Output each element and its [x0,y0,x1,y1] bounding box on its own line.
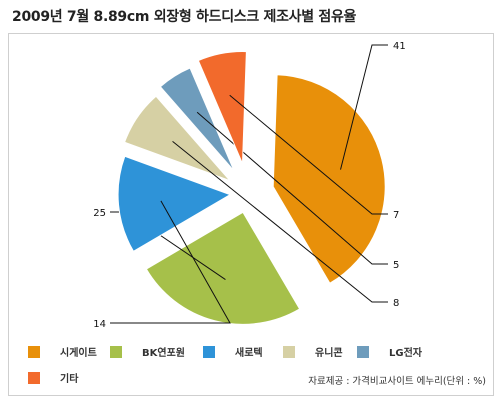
legend-swatch [28,345,40,358]
pie-slice-5 [197,51,247,164]
chart-frame [8,33,494,396]
legend-swatch [283,345,295,358]
legend-swatch [357,345,369,358]
legend-label: LG전자 [389,348,422,359]
data-label-5: 7 [393,210,399,221]
legend-item-unicorn: 유니콘 [283,344,343,359]
pie-slice-0 [272,74,386,284]
pie-slice-2 [117,155,232,252]
legend-item-others: 기타 [28,370,78,385]
legend-swatch [203,345,215,358]
source-note: 자료제공 : 가격비교사이트 에누리(단위 : %) [308,376,486,387]
data-label-1: 25 [93,208,106,219]
legend-label: 유니콘 [315,348,343,359]
data-label-0: 41 [393,41,406,52]
leader-line-2 [110,200,231,324]
leader-line-3 [172,140,388,303]
pie-slice-4 [159,67,235,172]
leader-line-4 [196,111,388,265]
legend-swatch [28,371,40,384]
pie-slice-3 [123,95,231,182]
legend-item-sarotech: 새로텍 [203,344,263,359]
legend-item-bk: BK연포원 [110,344,185,359]
leader-line-5 [229,94,388,215]
legend-item-seagate: 시게이트 [28,344,97,359]
legend-swatch [110,345,122,358]
pie-slice-1 [145,211,301,325]
data-label-3: 8 [393,298,399,309]
leader-line-0 [340,44,388,170]
data-label-2: 14 [93,319,106,330]
legend-label: 기타 [60,374,79,385]
legend-label: BK연포원 [142,348,185,359]
legend-label: 시게이트 [60,348,97,359]
chart-title: 2009년 7월 8.89cm 외장형 하드디스크 제조사별 점유율 [12,9,357,25]
data-label-4: 5 [393,260,399,271]
legend-label: 새로텍 [235,348,263,359]
legend-item-lg: LG전자 [357,344,422,359]
